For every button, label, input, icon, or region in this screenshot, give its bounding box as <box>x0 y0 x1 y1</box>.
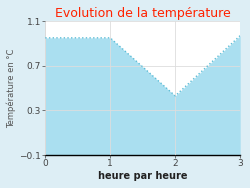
X-axis label: heure par heure: heure par heure <box>98 171 188 181</box>
Y-axis label: Température en °C: Température en °C <box>7 49 16 128</box>
Title: Evolution de la température: Evolution de la température <box>55 7 231 20</box>
